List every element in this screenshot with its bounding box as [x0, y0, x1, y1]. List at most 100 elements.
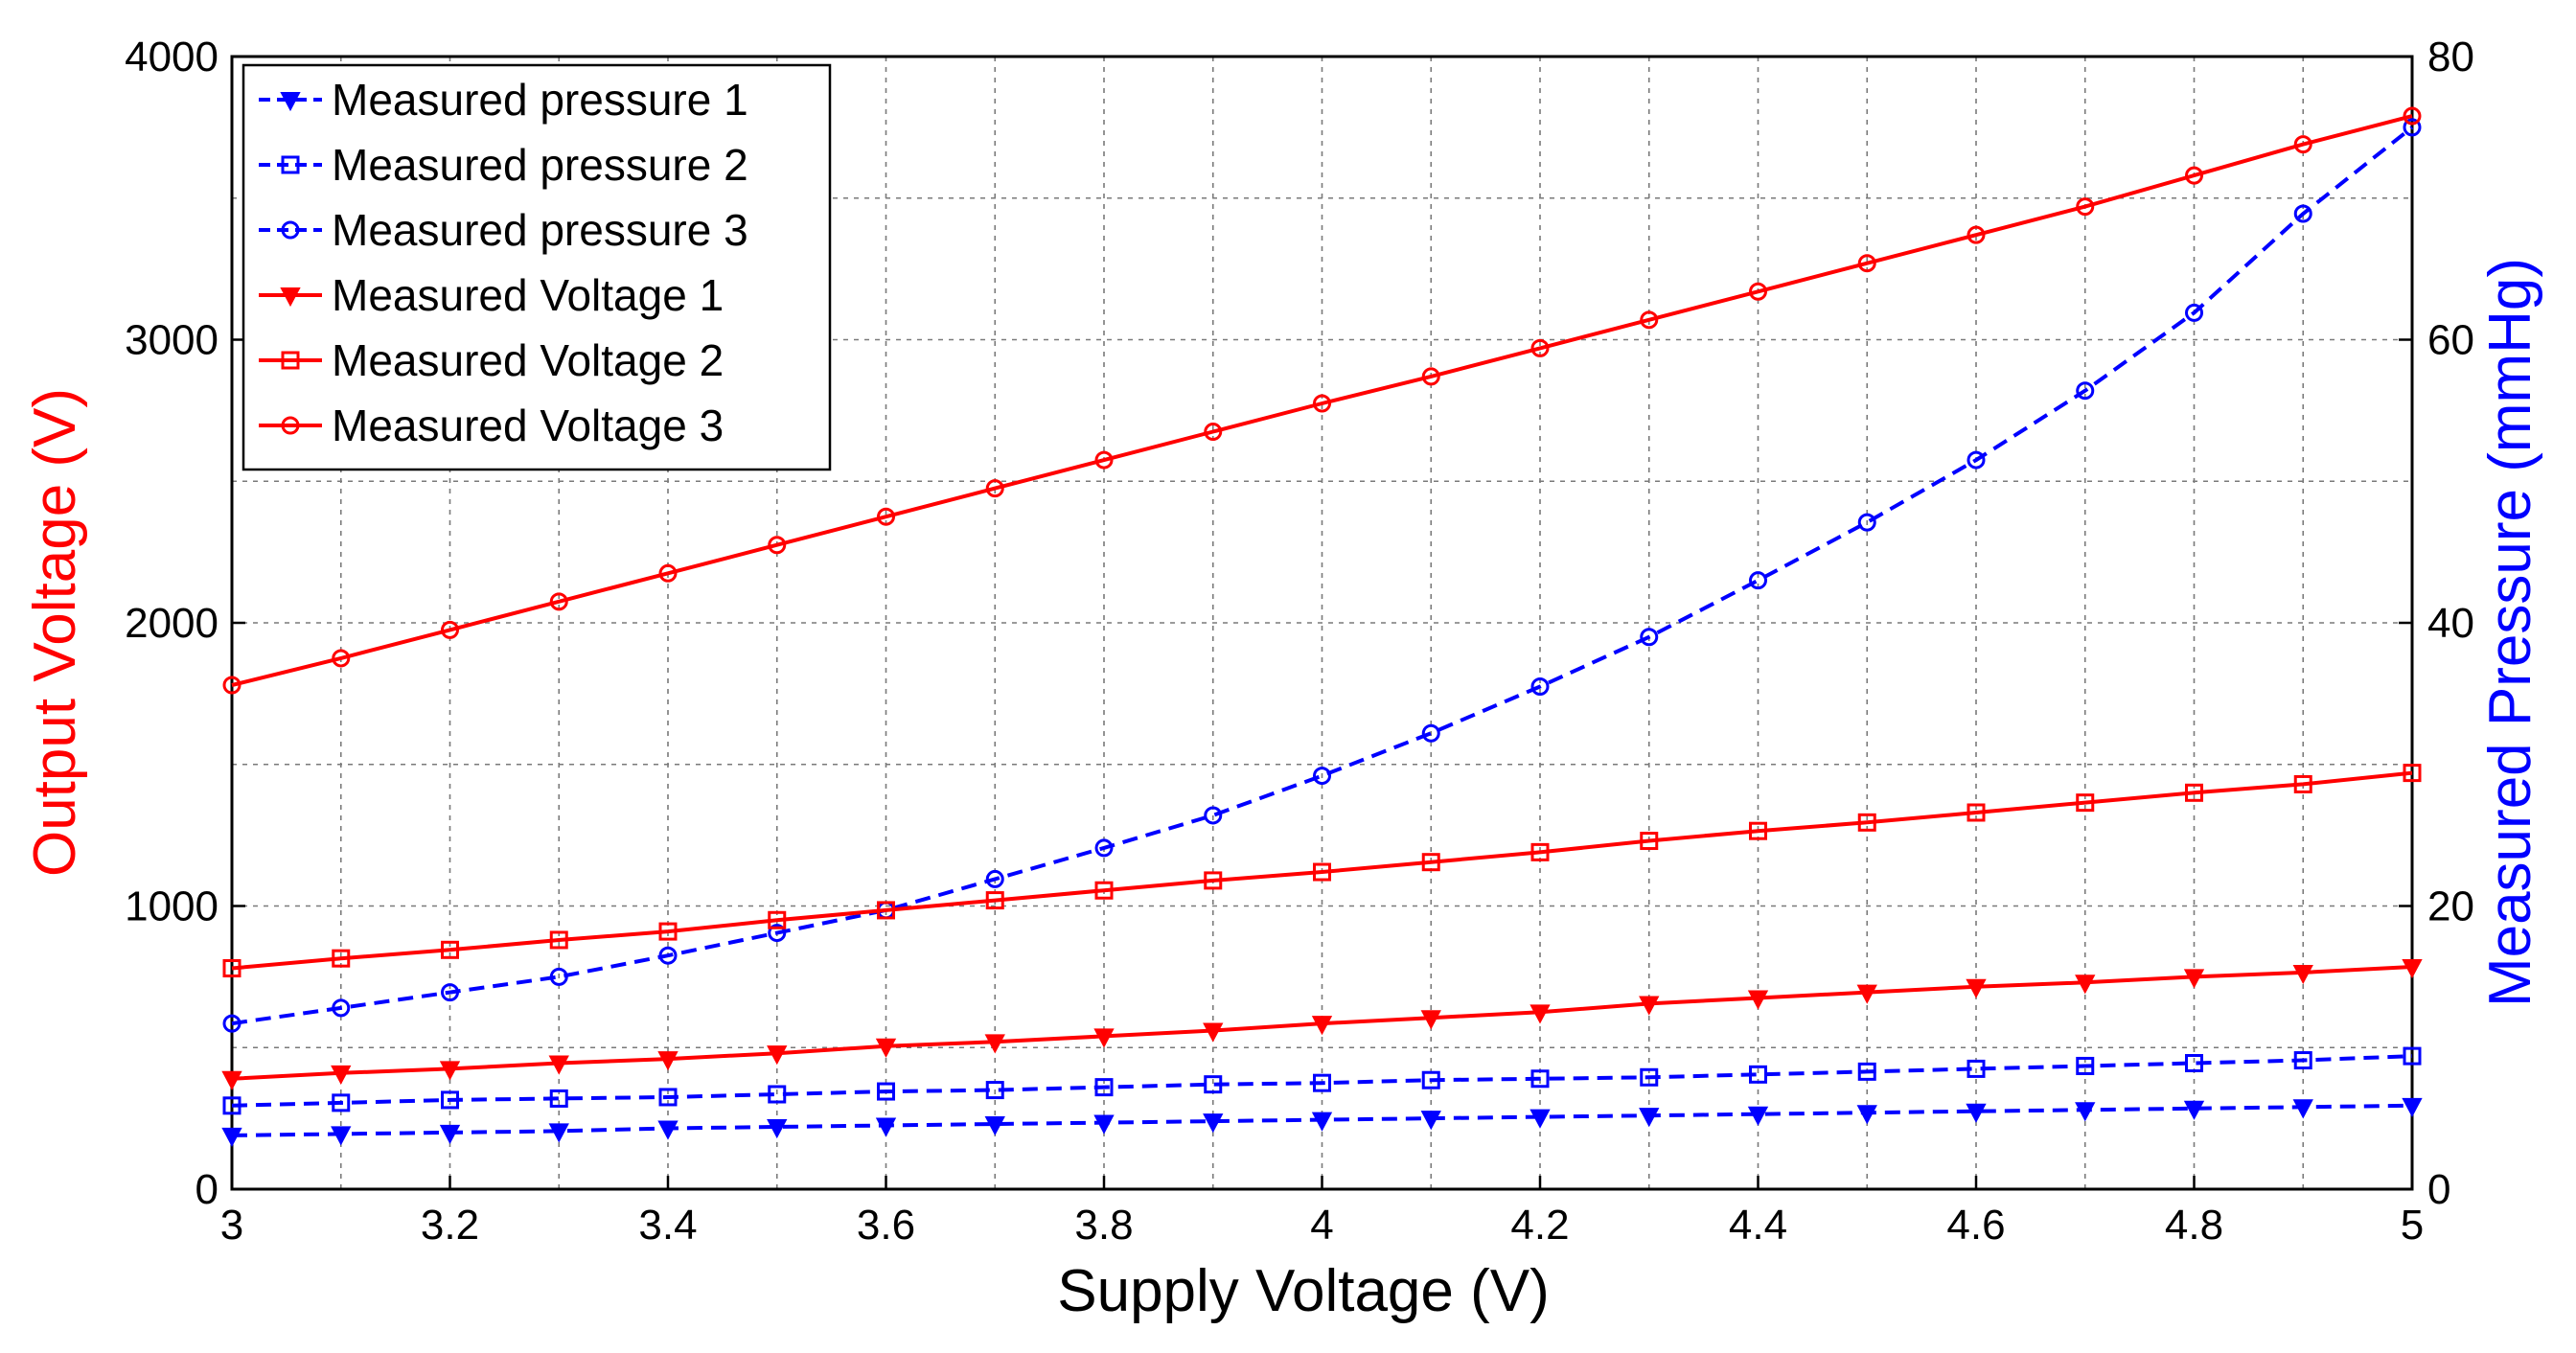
data-point	[985, 869, 1004, 888]
data-point	[332, 949, 351, 968]
data-point	[1094, 1078, 1114, 1097]
x-tick-label: 3.2	[421, 1202, 479, 1249]
data-point	[1093, 1114, 1115, 1135]
data-point	[768, 1085, 787, 1104]
data-point	[2292, 1099, 2313, 1119]
data-point	[549, 967, 568, 986]
data-point	[1530, 338, 1550, 357]
data-point	[2076, 381, 2095, 401]
data-point	[1966, 1059, 1986, 1078]
data-point	[1420, 1010, 1441, 1030]
data-point	[2403, 118, 2422, 137]
data-point	[1966, 978, 1987, 998]
data-point	[1094, 881, 1114, 900]
data-point	[2185, 166, 2203, 185]
data-point	[1093, 1028, 1115, 1048]
data-point	[222, 1014, 242, 1033]
data-point	[2076, 793, 2095, 813]
data-point	[1749, 571, 1767, 590]
x-tick-label: 5	[2401, 1202, 2424, 1249]
legend-item: Measured pressure 2	[259, 140, 748, 190]
data-point	[332, 998, 351, 1018]
data-point	[658, 563, 678, 583]
data-point	[441, 983, 459, 1002]
legend-item: Measured Voltage 2	[259, 335, 724, 385]
data-point	[877, 901, 895, 920]
data-point	[1640, 1067, 1659, 1087]
data-point	[439, 1061, 461, 1081]
data-point	[2183, 969, 2205, 989]
data-point	[1313, 394, 1331, 413]
data-point	[441, 940, 459, 959]
left-y-tick-label: 0	[196, 1166, 218, 1213]
data-point	[768, 910, 787, 929]
data-point	[1530, 676, 1550, 696]
legend-label: Measured Voltage 2	[332, 335, 724, 385]
data-point	[1421, 1070, 1440, 1089]
data-point	[1966, 225, 1986, 244]
right-y-axis-label: Measured Pressure (mmHg)	[2477, 258, 2543, 1007]
right-y-tick-label: 20	[2427, 883, 2474, 930]
data-point	[2185, 783, 2203, 802]
data-point	[1640, 832, 1659, 851]
data-point	[877, 507, 895, 526]
legend-label: Measured Voltage 3	[332, 401, 724, 450]
data-point	[877, 1082, 895, 1101]
data-point	[1857, 1062, 1876, 1081]
left-y-tick-label: 4000	[125, 34, 218, 80]
x-axis-ticks: 3 3.2 3.4 3.6 3.8 4 4.2 4.4 4.6 4.8 5	[220, 1176, 2424, 1249]
data-point	[1313, 1073, 1331, 1092]
data-point	[1640, 310, 1659, 330]
data-point	[221, 1127, 242, 1147]
data-point	[2402, 959, 2423, 979]
data-point	[549, 1089, 568, 1108]
legend-swatch-marker	[281, 351, 300, 370]
data-point	[1313, 862, 1331, 882]
series-line	[231, 126, 2414, 1026]
data-point	[1639, 1108, 1660, 1128]
series-line	[231, 770, 2413, 971]
x-tick-label: 3.6	[857, 1202, 915, 1249]
data-point	[549, 930, 568, 950]
data-point	[2403, 106, 2422, 126]
x-tick-label: 3.4	[638, 1202, 697, 1249]
data-point	[984, 1116, 1005, 1136]
data-point	[2292, 964, 2313, 985]
legend-swatch-marker	[280, 92, 301, 112]
data-point	[2076, 1056, 2095, 1075]
data-point	[1857, 254, 1876, 273]
data-point	[2293, 1051, 2312, 1070]
legend-item: Measured Voltage 1	[259, 270, 724, 320]
data-point	[1420, 1111, 1441, 1131]
data-point	[1094, 838, 1114, 858]
data-point	[768, 924, 787, 943]
data-point	[331, 1065, 352, 1085]
series-line	[231, 114, 2413, 687]
left-y-axis-label: Output Voltage (V)	[22, 388, 88, 877]
data-point	[657, 1120, 678, 1140]
legend-item: Measured Voltage 3	[259, 401, 724, 450]
data-point	[1856, 1105, 1877, 1125]
data-point	[1747, 990, 1769, 1010]
data-point	[1749, 821, 1767, 840]
grid	[232, 57, 2412, 1189]
data-point	[2185, 303, 2203, 322]
legend-item: Measured pressure 1	[259, 75, 748, 125]
data-point	[1204, 423, 1223, 442]
left-y-tick-label: 3000	[125, 317, 218, 364]
data-point	[2075, 975, 2096, 995]
data-point	[1639, 996, 1660, 1016]
x-tick-label: 4.4	[1729, 1202, 1787, 1249]
right-y-tick-label: 60	[2427, 317, 2474, 364]
data-point	[222, 676, 242, 695]
data-point	[1530, 1109, 1551, 1129]
legend-label: Measured pressure 1	[332, 75, 748, 125]
data-point	[984, 1034, 1005, 1054]
legend-box	[242, 63, 832, 471]
data-point	[1856, 984, 1877, 1004]
right-y-tick-label: 40	[2427, 600, 2474, 647]
data-point	[1094, 450, 1114, 470]
data-point	[331, 1126, 352, 1146]
data-point	[985, 891, 1004, 910]
